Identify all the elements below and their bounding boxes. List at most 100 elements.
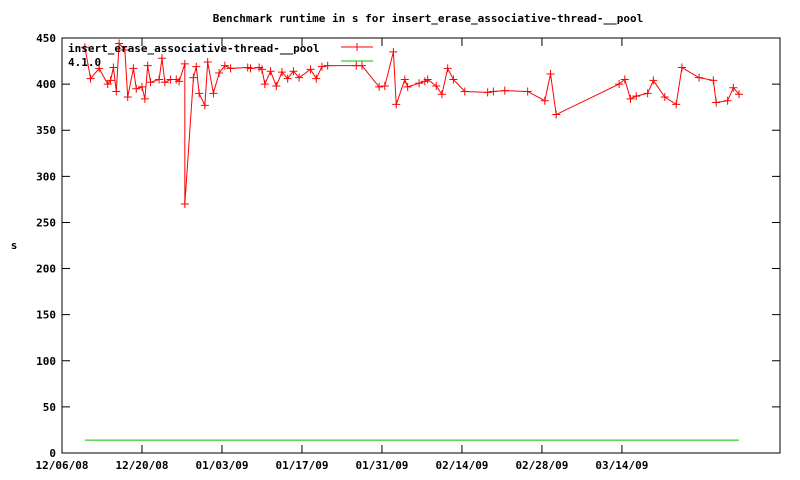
data-point [672, 100, 681, 109]
data-point [312, 74, 321, 83]
series-layer [80, 39, 744, 441]
data-point [189, 73, 198, 82]
x-tick-label: 01/31/09 [355, 459, 408, 472]
legend-label-1: 4.1.0 [68, 56, 101, 69]
data-point [626, 94, 635, 103]
data-point [712, 98, 721, 107]
data-point [317, 62, 326, 71]
x-tick-label: 12/06/08 [36, 459, 89, 472]
data-point [143, 61, 152, 70]
data-point [723, 96, 732, 105]
data-point [546, 69, 555, 78]
data-point [112, 87, 121, 96]
y-tick-label: 300 [36, 170, 56, 183]
y-tick-label: 450 [36, 32, 56, 45]
x-tick-label: 02/28/09 [515, 459, 568, 472]
y-tick-label: 250 [36, 216, 56, 229]
data-point [677, 63, 686, 72]
data-point [246, 64, 255, 73]
data-point [500, 86, 509, 95]
data-point [209, 89, 218, 98]
data-point [380, 81, 389, 90]
y-tick-label: 150 [36, 309, 56, 322]
data-point [709, 76, 718, 85]
data-point [272, 81, 281, 90]
data-point [129, 64, 138, 73]
data-point [306, 65, 315, 74]
data-point [632, 92, 641, 101]
data-point [157, 54, 166, 63]
data-point [483, 88, 492, 97]
legend-label-0: insert_erase_associative-thread-__pool [68, 42, 320, 55]
data-point [115, 39, 124, 48]
data-point [80, 43, 89, 52]
x-tick-label: 01/03/09 [195, 459, 248, 472]
data-point [132, 84, 141, 93]
y-tick-label: 200 [36, 263, 56, 276]
data-point [735, 90, 744, 99]
data-point [226, 64, 235, 73]
data-point [283, 74, 292, 83]
data-point [649, 76, 658, 85]
data-point [489, 87, 498, 96]
data-point [175, 77, 184, 86]
data-point [389, 47, 398, 56]
data-point [523, 87, 532, 96]
data-point [615, 80, 624, 89]
legend: insert_erase_associative-thread-__pool 4… [68, 42, 373, 69]
series-line-0 [84, 42, 740, 205]
data-point [620, 75, 629, 84]
data-point [432, 81, 441, 90]
data-point [109, 63, 118, 72]
y-tick-label: 400 [36, 78, 56, 91]
data-point [137, 82, 146, 91]
y-tick-label: 100 [36, 355, 56, 368]
data-point [106, 76, 115, 85]
data-point [277, 68, 286, 77]
data-point [257, 65, 266, 74]
data-point [180, 200, 189, 208]
data-point [266, 67, 275, 76]
data-point [400, 75, 409, 84]
data-point [643, 89, 652, 98]
x-tick-label: 01/17/09 [275, 459, 328, 472]
y-tick-label: 50 [43, 401, 56, 414]
x-tick-label: 03/14/09 [595, 459, 648, 472]
y-tick-label: 0 [49, 447, 56, 460]
data-point [392, 100, 401, 109]
data-point [295, 73, 304, 82]
data-point [415, 79, 424, 88]
x-tick-label: 12/20/08 [115, 459, 168, 472]
data-point [203, 57, 212, 66]
data-point [95, 64, 104, 73]
data-point [443, 64, 452, 73]
y-tick-label: 350 [36, 124, 56, 137]
data-point [140, 94, 149, 103]
data-point [215, 69, 224, 78]
data-point [195, 89, 204, 98]
data-point [200, 101, 209, 110]
data-point [289, 67, 298, 76]
data-point [437, 90, 446, 99]
data-point [552, 110, 561, 119]
data-point [323, 61, 332, 70]
data-point [403, 82, 412, 91]
data-point [120, 45, 129, 54]
data-point [160, 78, 169, 87]
data-point [660, 93, 669, 102]
data-point [220, 61, 229, 70]
data-point [180, 59, 189, 68]
data-point [86, 74, 95, 83]
chart-title: Benchmark runtime in s for insert_erase_… [213, 12, 643, 25]
data-point [695, 73, 704, 82]
data-point [155, 75, 164, 84]
legend-marker-0 [353, 43, 361, 51]
data-point [540, 96, 549, 105]
axes: 0 50 100 150 200 250 300 350 400 450 12/06/08 12/20… [36, 32, 781, 472]
data-point [260, 80, 269, 89]
data-point [375, 82, 384, 91]
plot-frame [61, 37, 781, 454]
data-point [460, 87, 469, 96]
data-point [146, 78, 155, 87]
